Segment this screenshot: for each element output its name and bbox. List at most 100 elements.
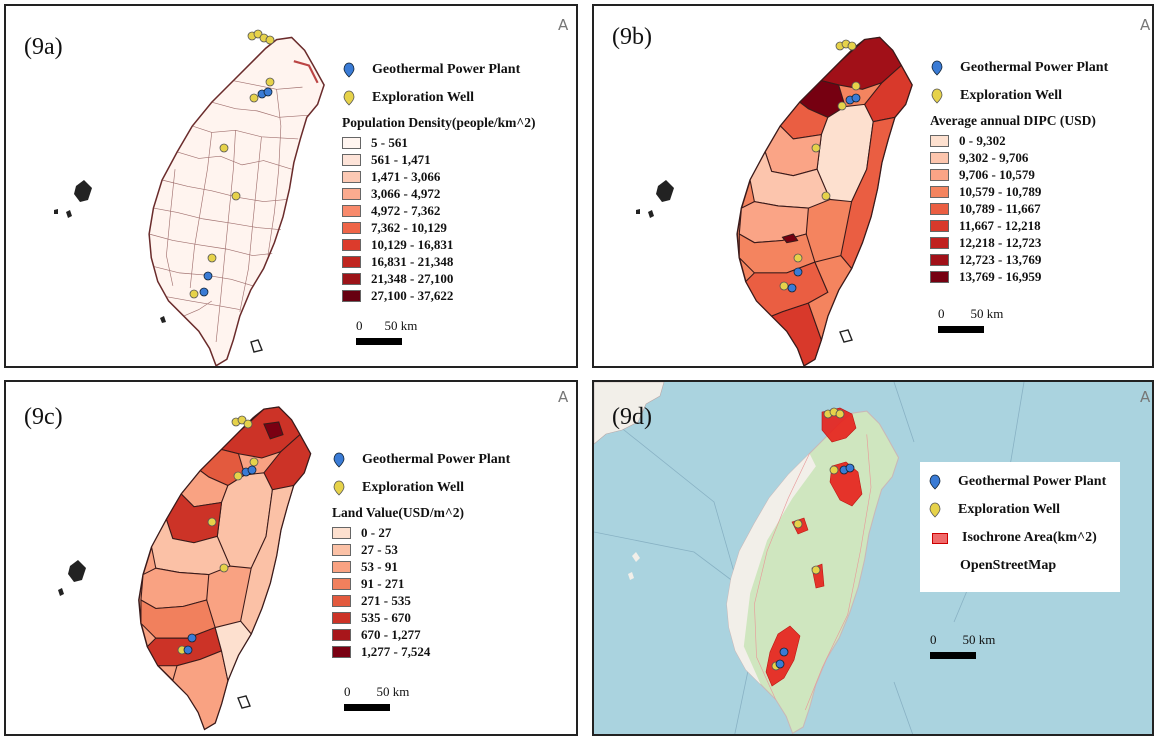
- legend-class-label: 27,100 - 37,622: [371, 287, 454, 303]
- legend-class-label: 91 - 271: [361, 575, 405, 591]
- plant-marker-icon: [929, 474, 941, 490]
- north-arrow-icon: A: [1140, 388, 1151, 406]
- geothermal-plant-markers: [199, 87, 273, 297]
- legend-class-row: 9,706 - 10,579: [930, 166, 1108, 183]
- legend-swatch: [930, 219, 949, 232]
- legend-swatch: [332, 543, 351, 556]
- legend-swatch: [342, 221, 361, 234]
- north-arrow-icon: A: [558, 388, 569, 406]
- panel-land-value: (9c) A Geothermal Power Plant Exploratio…: [4, 380, 578, 736]
- legend-swatch: [342, 170, 361, 183]
- legend-plant-label: Geothermal Power Plant: [958, 474, 1107, 489]
- legend-osm-label: OpenStreetMap: [960, 558, 1057, 573]
- scale-end: 50 km: [970, 306, 1004, 321]
- isochrone-swatch: [932, 532, 948, 544]
- legend-swatch: [342, 272, 361, 285]
- legend-class-label: 21,348 - 27,100: [371, 270, 454, 286]
- geothermal-plant-markers: [787, 93, 861, 293]
- well-marker-icon: [929, 502, 941, 518]
- legend-swatch: [342, 238, 361, 251]
- legend-swatch: [342, 187, 361, 200]
- geothermal-plant-markers: [183, 465, 257, 655]
- legend-class-label: 10,579 - 10,789: [959, 183, 1042, 199]
- legend-swatch: [332, 628, 351, 641]
- panel-label: (9c): [24, 404, 63, 430]
- taiwan-island-shape: [148, 36, 325, 366]
- legend-class-row: 27,100 - 37,622: [342, 287, 535, 304]
- legend-class-row: 1,277 - 7,524: [332, 643, 510, 660]
- legend-plant-label: Geothermal Power Plant: [362, 452, 511, 467]
- legend-class-label: 9,706 - 10,579: [959, 166, 1035, 182]
- legend-class-label: 561 - 1,471: [371, 151, 431, 167]
- legend-swatch: [342, 153, 361, 166]
- legend-class-row: 27 - 53: [332, 541, 510, 558]
- legend-class-label: 10,789 - 11,667: [959, 200, 1041, 216]
- legend-swatch: [930, 151, 949, 164]
- legend-class-row: 0 - 27: [332, 524, 510, 541]
- legend-swatch: [930, 202, 949, 215]
- legend-class-row: 9,302 - 9,706: [930, 149, 1108, 166]
- legend-isochrone-label: Isochrone Area(km^2): [962, 530, 1097, 545]
- legend-item-well: Exploration Well: [928, 496, 1112, 524]
- legend-swatch: [332, 560, 351, 573]
- legend: Geothermal Power Plant Exploration Well …: [930, 54, 1108, 285]
- legend-class-row: 16,831 - 21,348: [342, 253, 535, 270]
- legend-class-row: 0 - 9,302: [930, 132, 1108, 149]
- legend-classes: 0 - 27 27 - 53 53 - 91 91 - 271 271 - 535 535…: [332, 524, 510, 660]
- legend-well-label: Exploration Well: [362, 480, 465, 495]
- legend-class-row: 271 - 535: [332, 592, 510, 609]
- legend-class-row: 3,066 - 4,972: [342, 185, 535, 202]
- legend-title: Average annual DIPC (USD): [930, 113, 1096, 128]
- scale-bar: 0 50 km: [356, 318, 417, 345]
- legend-class-label: 53 - 91: [361, 558, 398, 574]
- legend-well-label: Exploration Well: [372, 90, 475, 105]
- legend-class-row: 561 - 1,471: [342, 151, 535, 168]
- legend-swatch: [332, 526, 351, 539]
- legend-swatch: [342, 136, 361, 149]
- plant-marker-icon: [333, 452, 345, 468]
- legend-plant-label: Geothermal Power Plant: [372, 62, 521, 77]
- exploration-well-markers: [779, 39, 861, 291]
- legend-item-plant: Geothermal Power Plant: [332, 446, 510, 474]
- legend-swatch: [332, 577, 351, 590]
- legend-classes: 5 - 561 561 - 1,471 1,471 - 3,066 3,066 - 4…: [342, 134, 535, 304]
- legend-classes: 0 - 9,302 9,302 - 9,706 9,706 - 10,579 10,5…: [930, 132, 1108, 285]
- legend-swatch: [342, 255, 361, 268]
- legend-item-isochrone: Isochrone Area(km^2): [928, 524, 1112, 552]
- legend-class-label: 670 - 1,277: [361, 626, 421, 642]
- legend-class-label: 10,129 - 16,831: [371, 236, 454, 252]
- legend-class-label: 271 - 535: [361, 592, 411, 608]
- legend-item-osm: OpenStreetMap: [928, 552, 1112, 580]
- legend-well-label: Exploration Well: [958, 502, 1061, 517]
- panel-isochrone-osm: (9d) A Geothermal Power Plant Exploratio…: [592, 380, 1154, 736]
- scale-end: 50 km: [384, 318, 418, 333]
- legend-class-row: 5 - 561: [342, 134, 535, 151]
- panel-population-density: (9a) A Geothermal Power Plant Exploratio…: [4, 4, 578, 368]
- legend-class-label: 7,362 - 10,129: [371, 219, 447, 235]
- legend-class-row: 53 - 91: [332, 558, 510, 575]
- taiwan-map-osm: [594, 382, 1025, 734]
- legend-class-row: 535 - 670: [332, 609, 510, 626]
- panel-label: (9d): [612, 404, 652, 430]
- scale-start: 0: [344, 684, 351, 699]
- well-marker-icon: [931, 88, 943, 104]
- legend-class-label: 12,218 - 12,723: [959, 234, 1042, 250]
- legend-well-label: Exploration Well: [960, 88, 1063, 103]
- legend-class-label: 0 - 9,302: [959, 132, 1006, 148]
- legend-class-label: 27 - 53: [361, 541, 398, 557]
- legend-class-row: 1,471 - 3,066: [342, 168, 535, 185]
- legend-class-row: 4,972 - 7,362: [342, 202, 535, 219]
- legend-class-label: 0 - 27: [361, 524, 392, 540]
- well-marker-icon: [343, 90, 355, 106]
- legend-class-row: 13,769 - 16,959: [930, 268, 1108, 285]
- legend-class-label: 13,769 - 16,959: [959, 268, 1042, 284]
- panel-label: (9a): [24, 34, 63, 60]
- penghu-islands: [74, 180, 92, 202]
- legend: Geothermal Power Plant Exploration Well …: [332, 446, 510, 660]
- north-arrow-icon: A: [1140, 16, 1151, 34]
- legend-item-well: Exploration Well: [342, 84, 535, 112]
- legend-class-label: 12,723 - 13,769: [959, 251, 1042, 267]
- legend-class-label: 16,831 - 21,348: [371, 253, 454, 269]
- legend-swatch: [930, 134, 949, 147]
- legend-class-row: 11,667 - 12,218: [930, 217, 1108, 234]
